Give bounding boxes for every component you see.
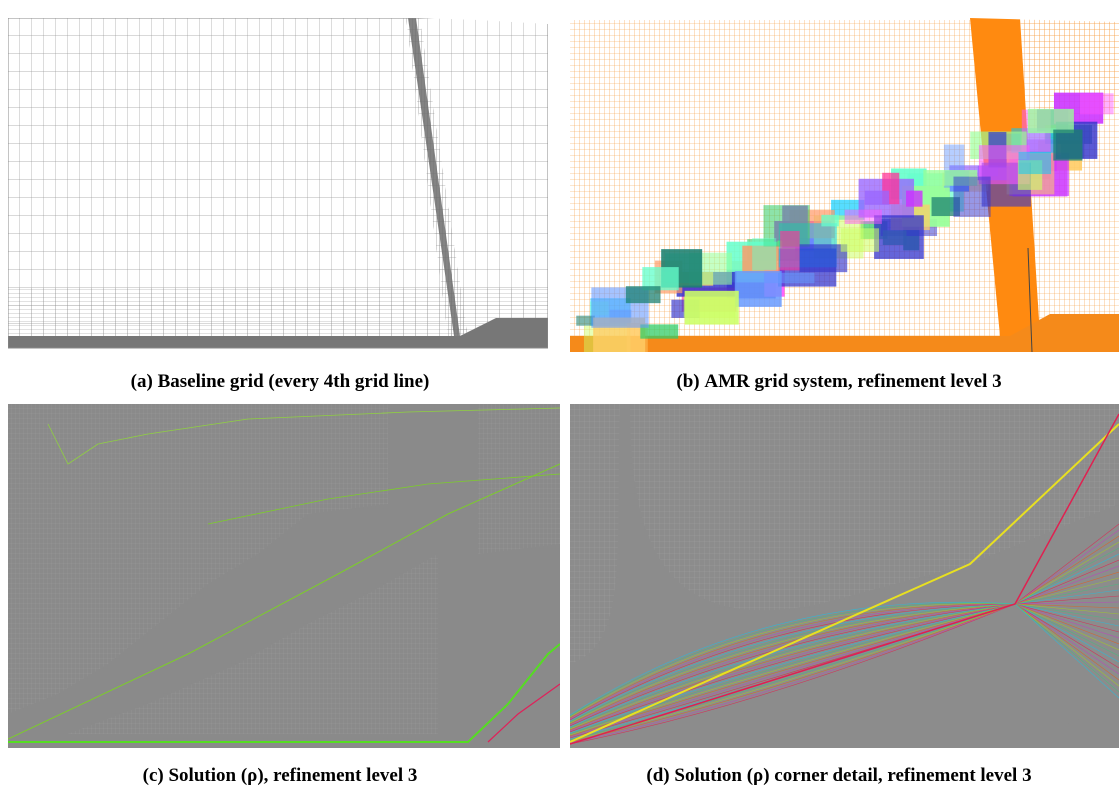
caption-text: Baseline grid (every 4th grid line) [158, 371, 430, 392]
refinement-block [865, 191, 889, 205]
refinement-block [626, 286, 661, 303]
caption-text: Solution (ρ) corner detail, refinement l… [674, 765, 1031, 786]
panel-c-image [8, 404, 560, 748]
figure-page: (a) Baseline grid (every 4th grid line) … [0, 0, 1119, 794]
caption-label: (c) [143, 765, 164, 786]
caption-label: (a) [131, 371, 153, 392]
caption-b: (b) AMR grid system, refinement level 3 [559, 371, 1119, 393]
panel-b-image [570, 18, 1119, 352]
caption-text: Solution (ρ), refinement level 3 [168, 765, 417, 786]
caption-label: (d) [646, 765, 669, 786]
caption-c: (c) Solution (ρ), refinement level 3 [0, 765, 560, 787]
refinement-block [841, 228, 879, 251]
refinement-block [821, 215, 838, 227]
refinement-block [1028, 109, 1074, 133]
refinement-block [953, 177, 990, 217]
caption-d: (d) Solution (ρ) corner detail, refineme… [559, 765, 1119, 787]
refinement-block [685, 291, 739, 325]
refinement-block [764, 273, 815, 283]
refinement-block [752, 238, 776, 270]
refinement-block [799, 244, 847, 272]
refinement-block [1019, 152, 1052, 174]
refinement-block [1080, 93, 1114, 114]
caption-text: AMR grid system, refinement level 3 [704, 371, 1001, 392]
caption-a: (a) Baseline grid (every 4th grid line) [0, 371, 560, 393]
panel-d-image [570, 404, 1119, 748]
caption-label: (b) [676, 371, 699, 392]
refinement-block [906, 191, 922, 207]
panel-a-image [8, 18, 548, 352]
refinement-block [845, 210, 882, 224]
refinement-block [1053, 130, 1082, 161]
refinement-block [780, 231, 799, 270]
